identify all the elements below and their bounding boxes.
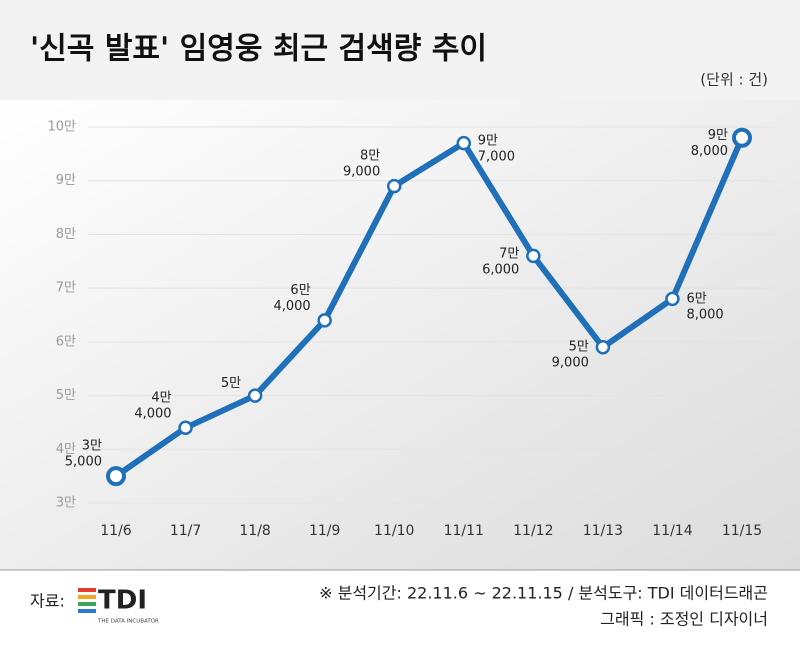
y-tick-label: 8만 — [56, 227, 76, 242]
logo-name: TDI — [98, 586, 147, 616]
value-label: 9만 — [478, 134, 498, 149]
y-tick-label: 9만 — [56, 173, 76, 188]
value-label: 4만 — [151, 390, 171, 405]
value-label: 9,000 — [552, 356, 589, 371]
x-tick-label: 11/6 — [100, 523, 132, 539]
x-tick-label: 11/7 — [170, 523, 201, 539]
data-point — [247, 388, 263, 403]
data-point — [317, 313, 332, 328]
x-tick-label: 11/15 — [722, 523, 762, 539]
logo-bar — [78, 609, 96, 613]
y-tick-label: 6만 — [56, 334, 76, 349]
x-tick-label: 11/12 — [513, 523, 553, 539]
logo: TDI THE DATA INCUBATOR — [78, 586, 159, 625]
value-label: 6만 — [290, 283, 310, 298]
value-label: 8,000 — [691, 144, 728, 159]
y-tick-label: 3만 — [56, 496, 76, 511]
logo-bar — [78, 588, 96, 592]
value-label: 5만 — [569, 340, 589, 355]
value-label: 8만 — [360, 149, 380, 164]
logo-bar — [78, 595, 96, 599]
data-point — [665, 291, 680, 307]
note: ※ 분석기간: 22.11.6 ~ 22.11.15 / 분석도구: TDI 데… — [319, 584, 768, 603]
y-tick-label: 10만 — [47, 120, 76, 135]
data-point — [106, 466, 126, 487]
value-label: 6,000 — [482, 262, 519, 277]
x-tick-label: 11/13 — [583, 523, 623, 539]
value-label: 7만 — [499, 246, 519, 261]
note: 그래픽 : 조정인 디자이너 — [600, 610, 768, 629]
data-point — [595, 339, 611, 355]
y-tick-label: 4만 — [56, 442, 76, 457]
data-point — [386, 178, 402, 194]
data-point — [456, 135, 472, 151]
logo-tagline: THE DATA INCUBATOR — [97, 619, 159, 625]
x-tick-label: 11/10 — [374, 523, 414, 539]
x-tick-label: 11/9 — [309, 523, 340, 539]
source-label: 자료: — [30, 592, 65, 611]
x-tick-label: 11/11 — [444, 523, 484, 539]
value-label: 8,000 — [686, 307, 723, 322]
value-label: 5만 — [221, 376, 241, 391]
logo-bar — [78, 602, 96, 606]
value-label: 4,000 — [134, 406, 171, 421]
data-point — [732, 127, 752, 148]
data-point — [526, 248, 541, 264]
value-label: 4,000 — [273, 299, 310, 314]
plot-background — [0, 100, 800, 570]
x-tick-label: 11/8 — [239, 523, 270, 539]
value-label: 3만 — [82, 439, 102, 454]
unit-note: (단위 : 건) — [700, 71, 768, 89]
data-point — [178, 420, 193, 436]
value-label: 6만 — [686, 291, 706, 306]
value-label: 7,000 — [478, 150, 515, 165]
value-label: 9만 — [708, 128, 728, 143]
x-tick-label: 11/14 — [652, 523, 692, 539]
data-line — [114, 136, 745, 479]
chart-title: '신곡 발표' 임영웅 최근 검색량 추이 — [30, 32, 487, 67]
y-tick-label: 7만 — [56, 281, 76, 296]
value-label: 9,000 — [343, 165, 380, 180]
y-tick-label: 5만 — [56, 388, 76, 403]
value-label: 5,000 — [65, 455, 102, 470]
